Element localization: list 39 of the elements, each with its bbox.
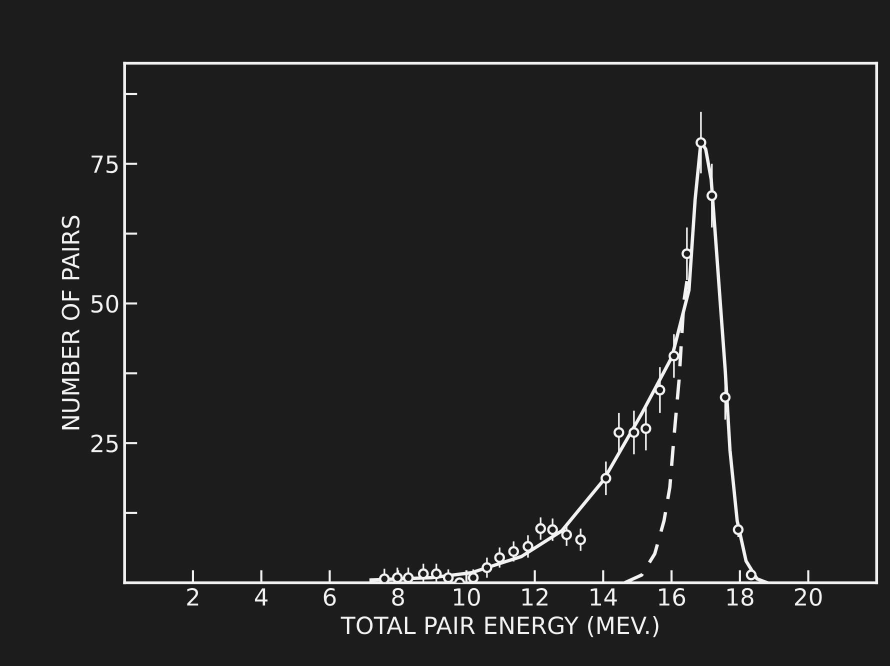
point xyxy=(494,552,505,564)
x-tick-label: 6 xyxy=(324,588,336,606)
point xyxy=(706,190,718,202)
point xyxy=(696,137,706,148)
point xyxy=(402,572,414,583)
point xyxy=(442,572,454,583)
x-tick-label: 4 xyxy=(254,588,268,606)
x-tick-label: 12 xyxy=(522,588,548,606)
y-tick-label: 75 xyxy=(92,156,118,174)
y-tick-label: 50 xyxy=(92,294,118,313)
point xyxy=(468,572,479,583)
point xyxy=(614,427,624,438)
x-tick-label: 2 xyxy=(187,588,198,606)
point xyxy=(732,524,744,536)
point xyxy=(482,562,492,574)
point xyxy=(668,350,680,362)
point xyxy=(640,423,652,434)
x-tick-label: 8 xyxy=(392,588,404,606)
y-axis-title: NUMBER OF PAIRS xyxy=(62,216,80,430)
x-tick-label: 18 xyxy=(727,588,754,606)
point xyxy=(508,546,520,557)
x-tick-label: 14 xyxy=(590,588,617,606)
point xyxy=(522,541,534,552)
y-tick-label: 25 xyxy=(91,434,118,452)
x-axis-title: TOTAL PAIR ENERGY (MEV.) xyxy=(340,616,658,638)
point xyxy=(379,573,390,583)
point xyxy=(547,524,558,536)
point xyxy=(720,392,731,403)
point xyxy=(575,534,586,546)
point xyxy=(561,529,572,540)
point xyxy=(746,570,757,580)
point xyxy=(600,472,612,484)
x-tick-label: 20 xyxy=(794,588,822,606)
point xyxy=(654,384,666,396)
x-tick-label: 16 xyxy=(659,588,686,606)
point xyxy=(535,523,546,534)
x-tick-label: 10 xyxy=(454,588,480,606)
point xyxy=(628,427,640,438)
point xyxy=(430,568,442,580)
